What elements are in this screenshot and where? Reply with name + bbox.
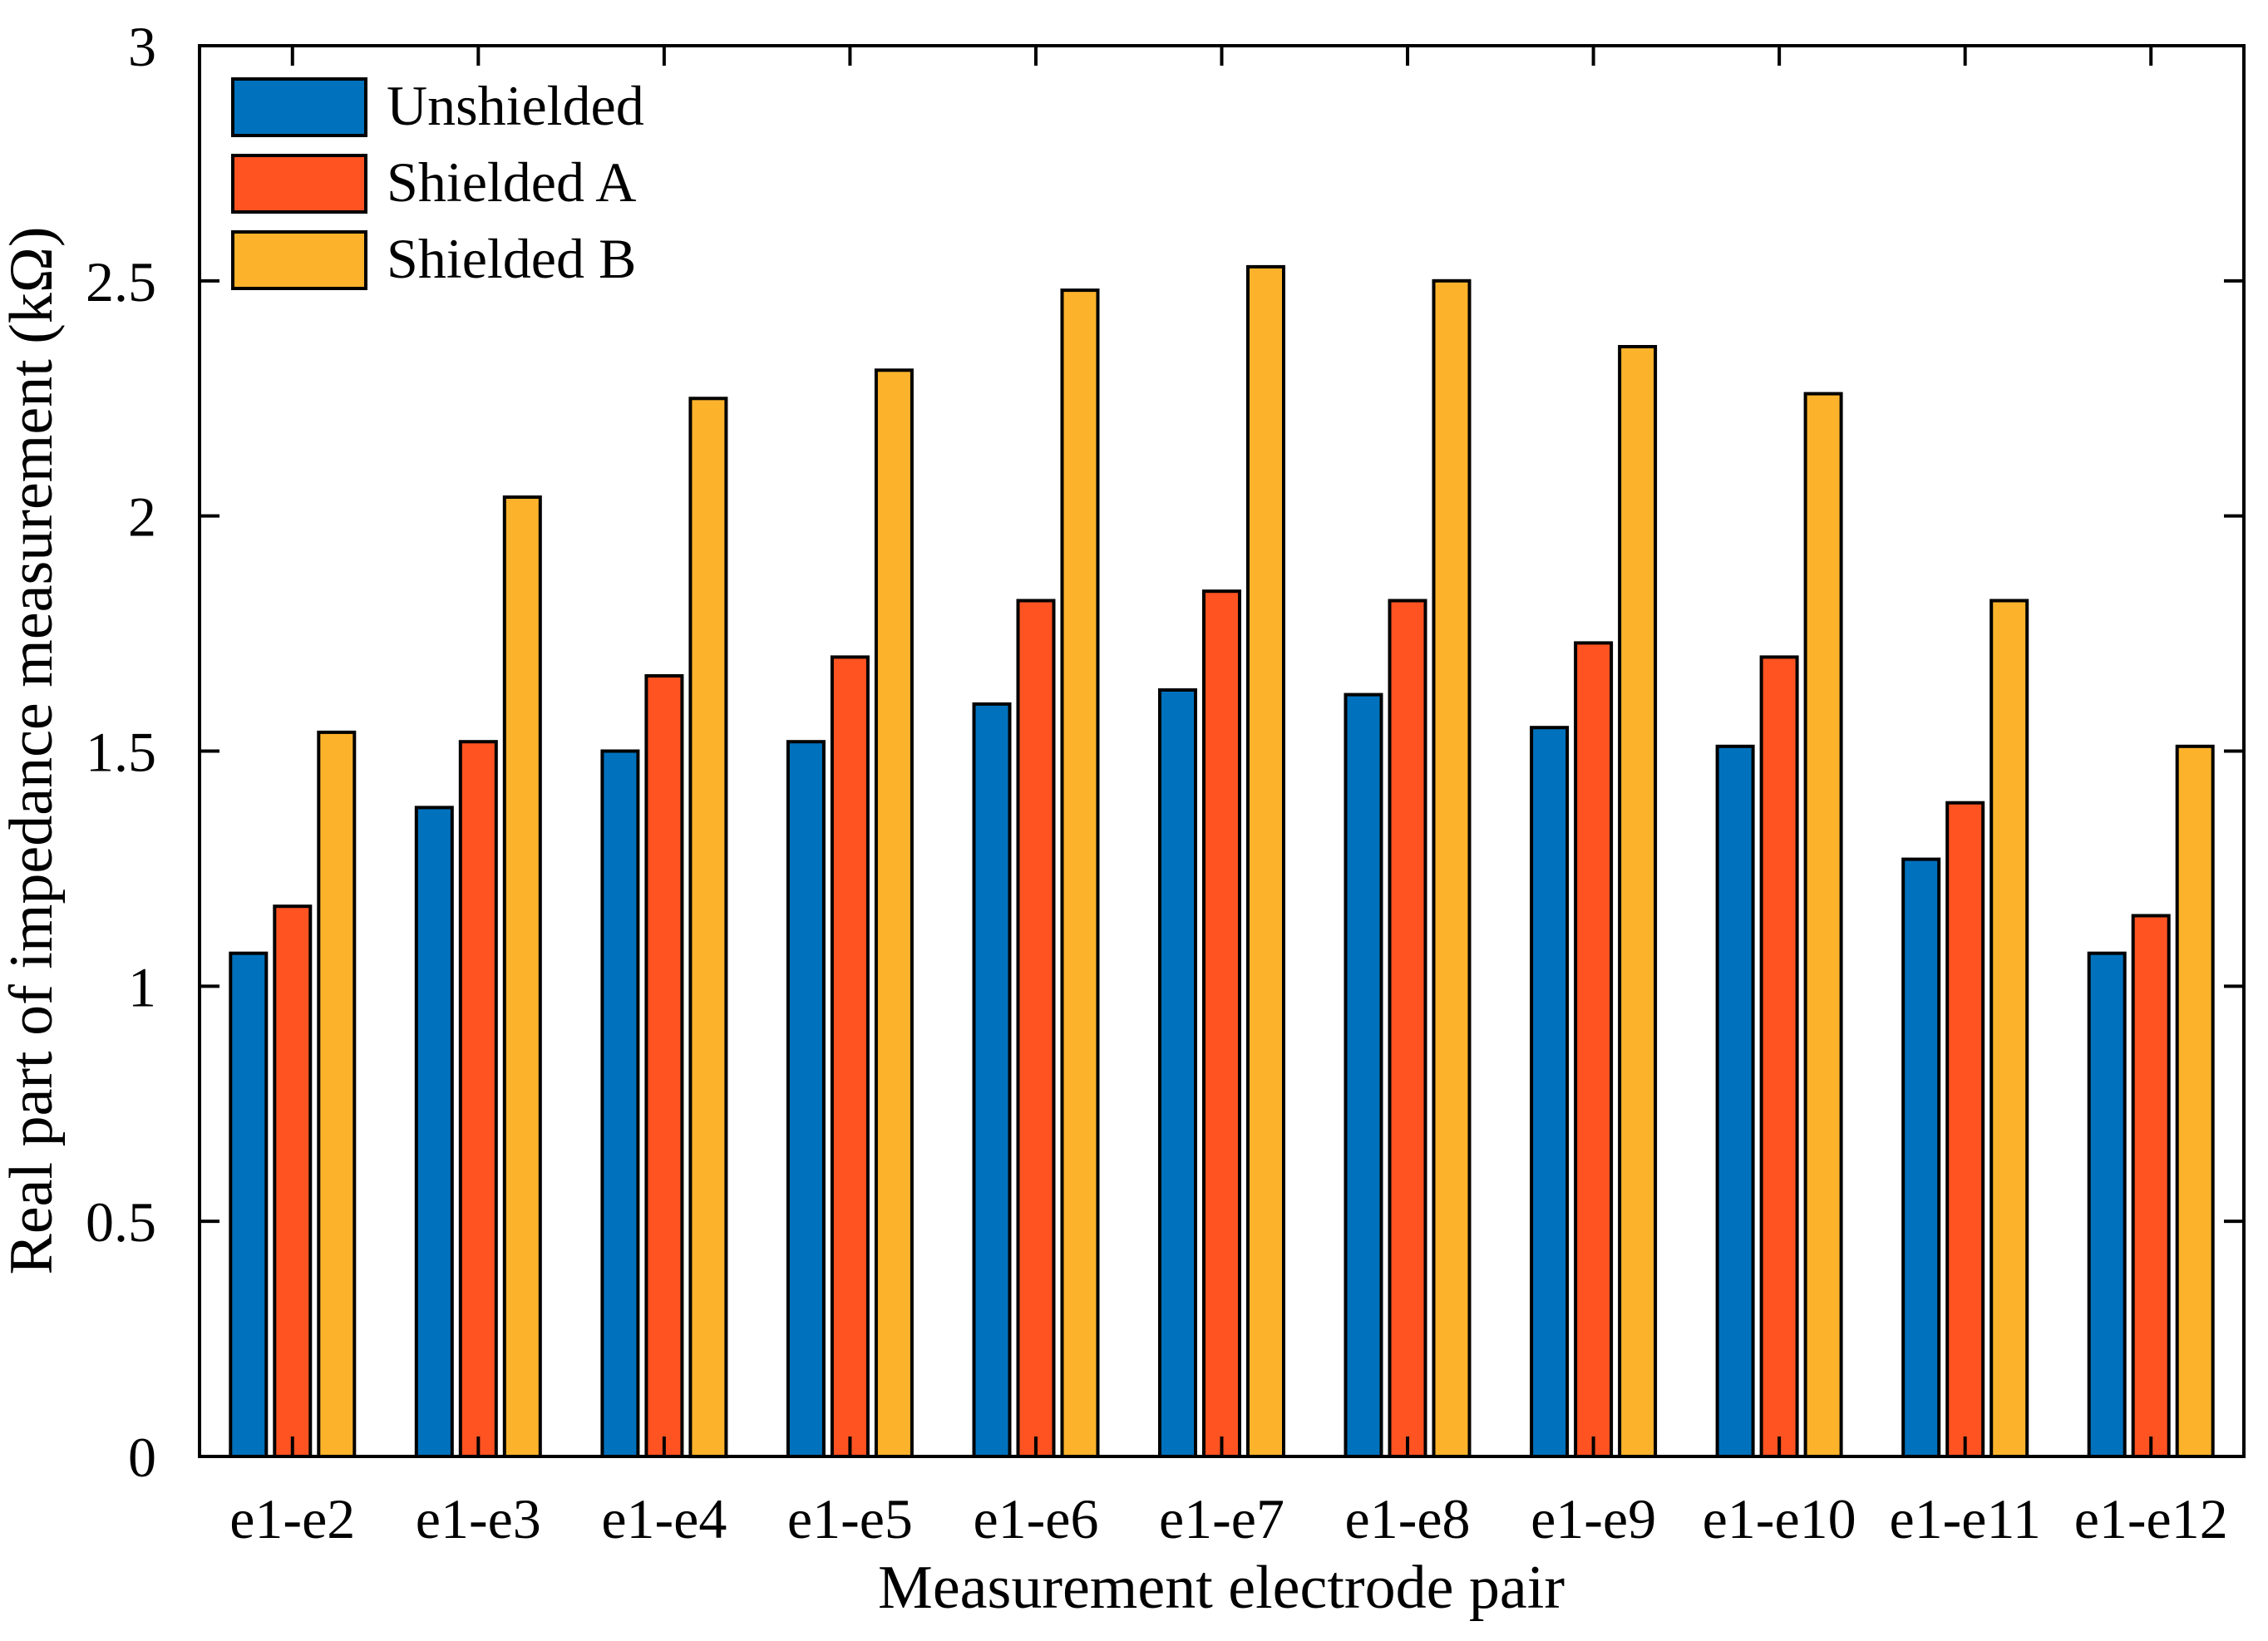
bar-shielded-b-e1-e10: [1803, 392, 1843, 1459]
bar-unshielded-e1-e10: [1715, 744, 1755, 1458]
bar-shielded-b-e1-e4: [688, 397, 728, 1459]
x-tick-label: e1-e6: [973, 1487, 1098, 1550]
axis-ticks: [200, 44, 2244, 1458]
bar-unshielded-e1-e3: [414, 806, 454, 1458]
bars-group: [229, 264, 2215, 1459]
bar-shielded-a-e1-e5: [830, 655, 870, 1458]
y-tick-label: 0: [128, 1426, 156, 1489]
x-tick-label: e1-e7: [1159, 1487, 1284, 1550]
x-tick-label: e1-e8: [1345, 1487, 1471, 1550]
bar-shielded-a-e1-e6: [1016, 599, 1056, 1458]
legend: Unshielded Shielded A Shielded B: [231, 74, 644, 290]
y-tick-label: 2: [128, 485, 156, 549]
legend-swatch-shielded-a: [231, 154, 367, 214]
y-tick-label: 1: [128, 955, 156, 1018]
bar-unshielded-e1-e8: [1344, 692, 1383, 1458]
bar-unshielded-e1-e9: [1530, 726, 1570, 1458]
x-tick-labels: e1-e2 e1-e3 e1-e4 e1-e5 e1-e6 e1-e7 e1-e8 e1-e9…: [229, 1487, 2227, 1550]
bar-shielded-a-e1-e11: [1945, 801, 1985, 1458]
bar-unshielded-e1-e12: [2087, 951, 2127, 1458]
bar-shielded-a-e1-e4: [644, 674, 684, 1458]
bar-shielded-a-e1-e10: [1759, 655, 1799, 1458]
bar-unshielded-e1-e11: [1901, 857, 1941, 1458]
legend-swatch-shielded-b: [231, 230, 367, 290]
x-tick-label: e1-e11: [1889, 1487, 2040, 1550]
y-tick-label: 0.5: [86, 1190, 156, 1254]
y-axis-label: Real part of impedance measurement (kΩ): [0, 226, 66, 1274]
bar-shielded-b-e1-e2: [317, 730, 357, 1458]
legend-swatch-unshielded: [231, 77, 367, 137]
bar-shielded-b-e1-e9: [1618, 345, 1658, 1458]
bar-unshielded-e1-e5: [786, 740, 826, 1458]
y-tick-labels: 0 0.5 1 1.5 2 2.5 3: [86, 15, 156, 1489]
bar-shielded-b-e1-e5: [874, 368, 914, 1458]
y-tick-label: 1.5: [86, 721, 156, 784]
bar-unshielded-e1-e7: [1158, 688, 1197, 1458]
bar-shielded-a-e1-e2: [273, 904, 313, 1458]
y-tick-label: 3: [128, 15, 156, 78]
bar-shielded-b-e1-e8: [1432, 278, 1472, 1458]
bar-shielded-a-e1-e8: [1388, 599, 1427, 1458]
bar-shielded-a-e1-e12: [2131, 914, 2171, 1458]
legend-label-shielded-b: Shielded B: [387, 227, 636, 290]
bar-unshielded-e1-e6: [972, 702, 1012, 1458]
x-tick-label: e1-e10: [1703, 1487, 1856, 1550]
x-tick-label: e1-e3: [416, 1487, 541, 1550]
bar-shielded-b-e1-e11: [1989, 599, 2029, 1458]
bar-shielded-b-e1-e7: [1246, 264, 1285, 1458]
bar-unshielded-e1-e4: [600, 749, 640, 1458]
bar-shielded-a-e1-e7: [1202, 589, 1241, 1459]
x-tick-label: e1-e9: [1531, 1487, 1656, 1550]
bar-unshielded-e1-e2: [229, 951, 269, 1458]
bar-shielded-b-e1-e12: [2175, 744, 2215, 1458]
x-axis-label: Measurement electrode pair: [878, 1554, 1565, 1622]
x-tick-label: e1-e5: [787, 1487, 913, 1550]
bar-shielded-b-e1-e3: [502, 495, 542, 1458]
x-tick-label: e1-e4: [601, 1487, 727, 1550]
y-tick-label: 2.5: [86, 250, 156, 313]
legend-label-shielded-a: Shielded A: [387, 150, 636, 214]
bar-shielded-b-e1-e6: [1060, 288, 1100, 1459]
x-tick-label: e1-e12: [2074, 1487, 2228, 1550]
legend-label-unshielded: Unshielded: [387, 74, 644, 137]
bar-shielded-a-e1-e9: [1574, 641, 1614, 1458]
bar-shielded-a-e1-e3: [458, 740, 498, 1458]
x-tick-label: e1-e2: [229, 1487, 355, 1550]
